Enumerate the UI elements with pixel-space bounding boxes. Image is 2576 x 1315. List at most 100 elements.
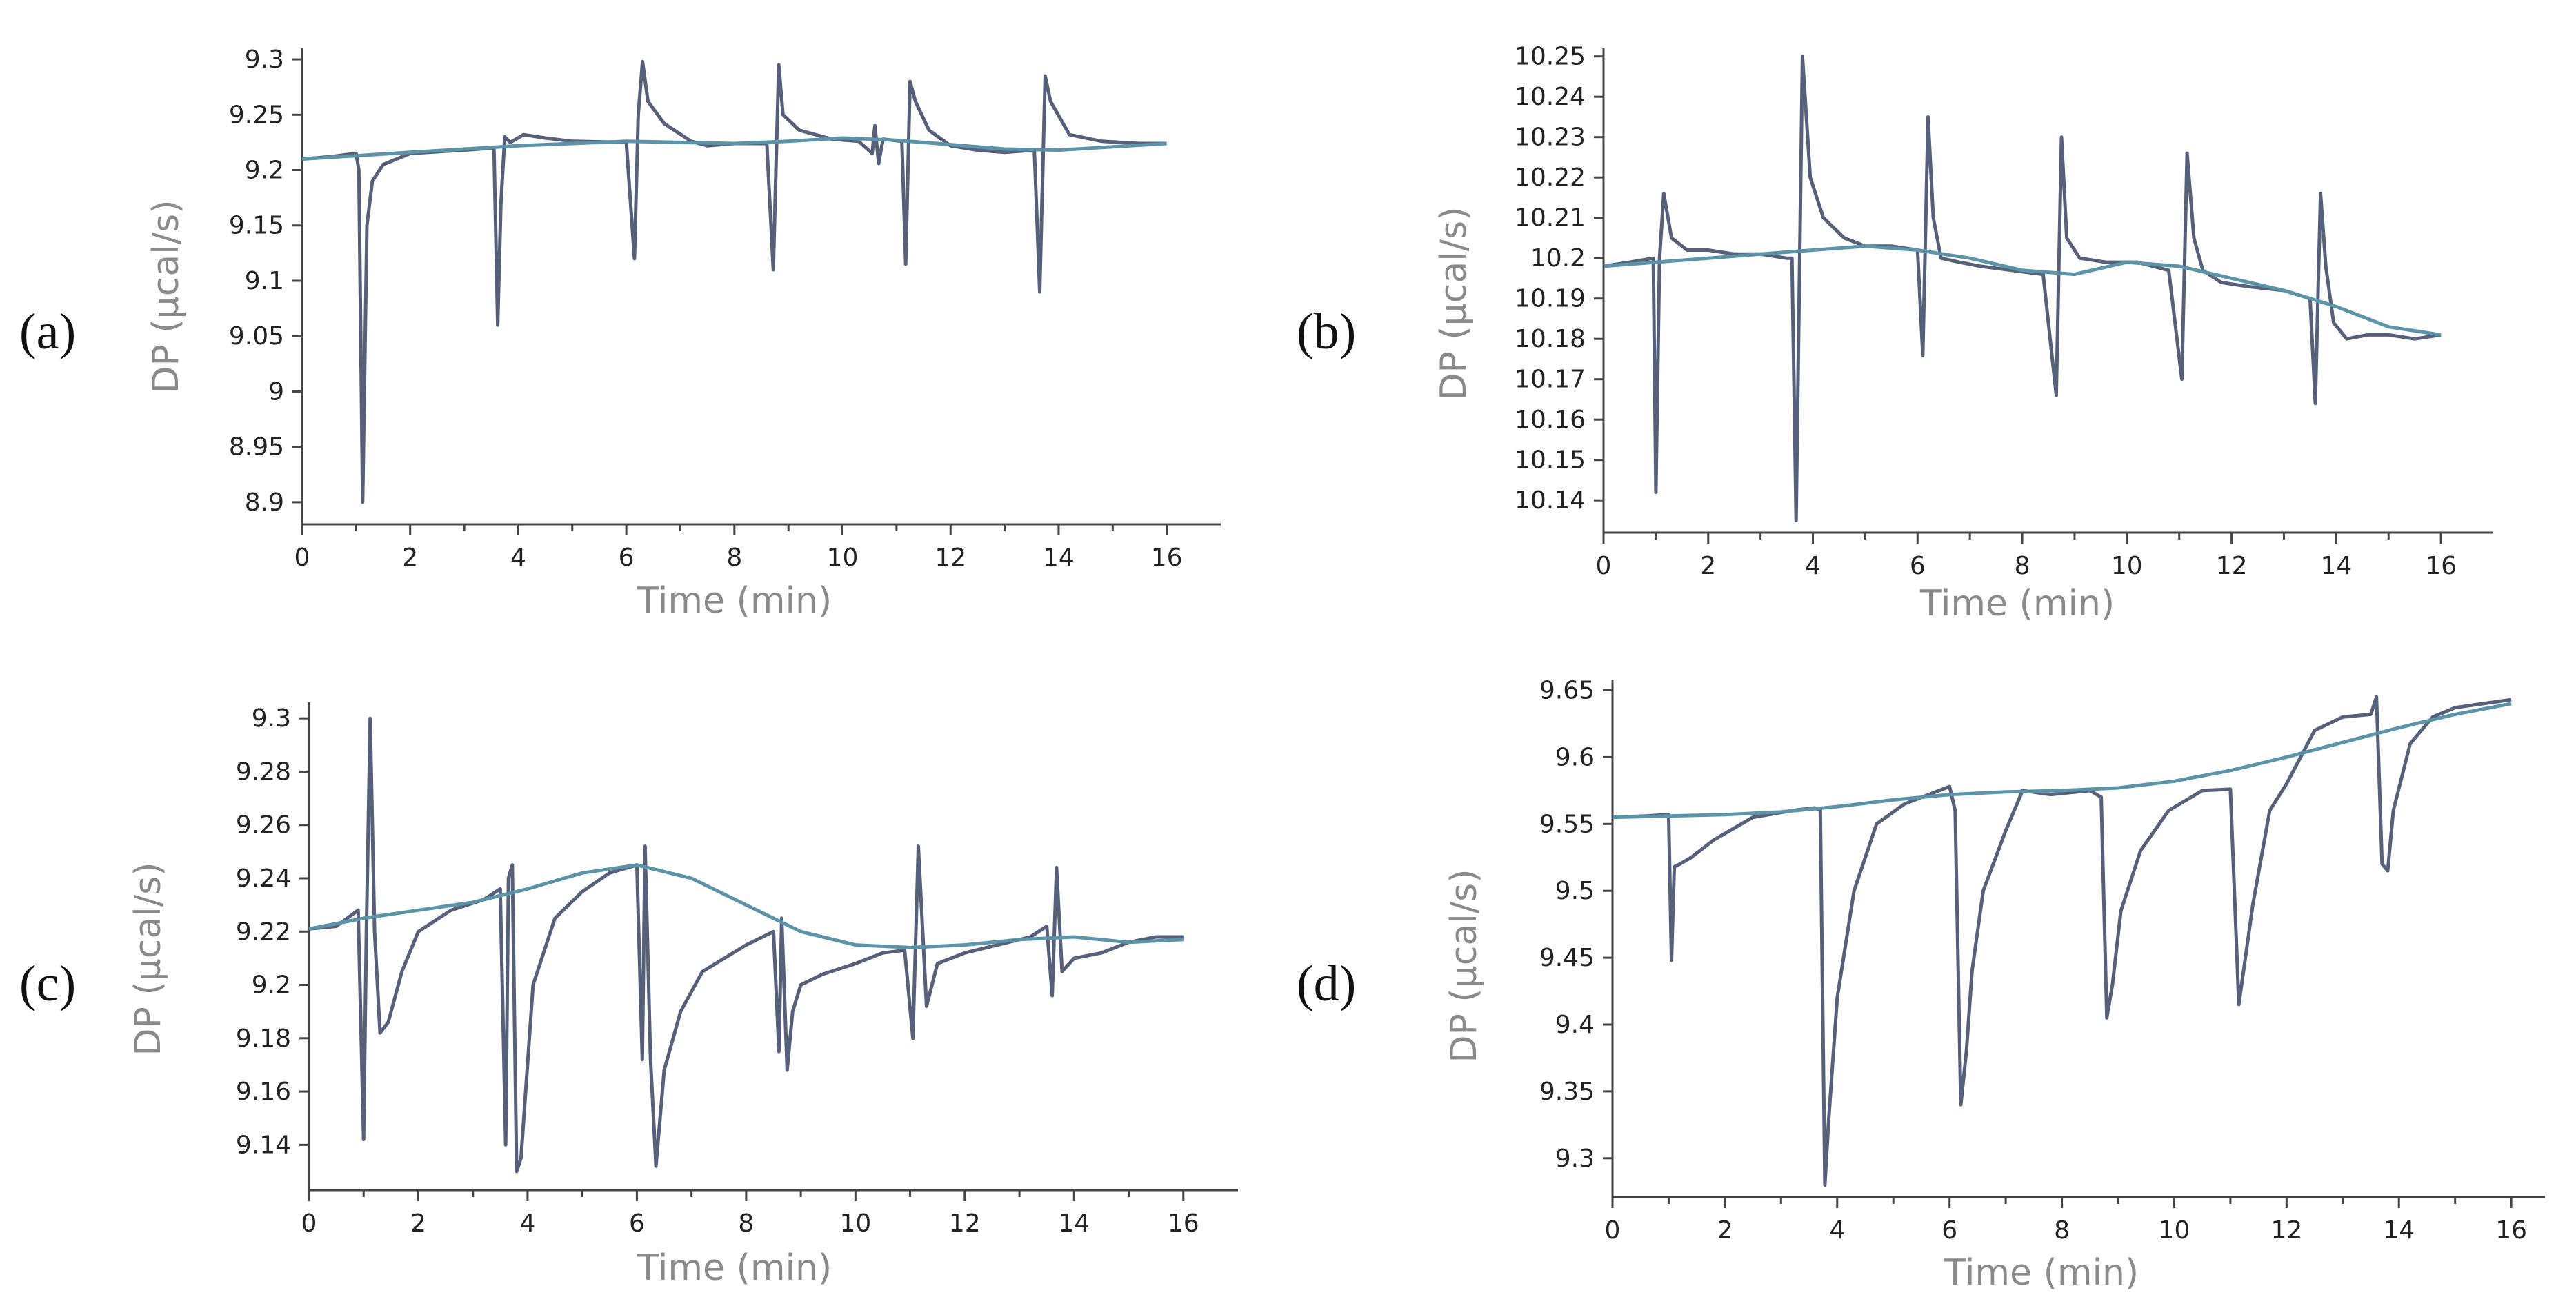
y-tick-label: 10.18: [1515, 325, 1586, 353]
panel-b-label: (b): [1297, 304, 1356, 360]
baseline-line: [1612, 702, 2512, 820]
x-tick-label: 12: [949, 1209, 981, 1238]
y-tick-label: 10.24: [1515, 83, 1586, 111]
y-tick-label: 9.22: [236, 918, 291, 946]
x-tick-label: 2: [1717, 1216, 1733, 1245]
x-tick-label: 16: [2495, 1216, 2527, 1245]
y-tick-label: 10.14: [1515, 486, 1586, 515]
x-tick-label: 6: [1941, 1216, 1957, 1245]
y-tick-label: 9.18: [236, 1025, 291, 1053]
y-tick-label: 10.23: [1515, 123, 1586, 152]
x-tick-label: 4: [519, 1209, 535, 1238]
panel-a-plot: 8.9 8.95 9 9.05 9.1 9.15 9.2 9.25 9.3 0 2 4 6 8 10 12 14…: [229, 46, 1221, 572]
x-tick-label: 16: [1168, 1209, 1199, 1238]
x-tick-label: 8: [2015, 552, 2030, 580]
y-tick-label: 9.3: [1555, 1145, 1595, 1173]
y-tick-label: 9: [268, 377, 284, 406]
baseline-line: [1603, 244, 2442, 337]
x-tick-label: 10: [827, 544, 859, 572]
x-tick-label: 0: [301, 1209, 317, 1238]
y-tick-label: 8.9: [245, 488, 284, 517]
x-tick-label: 6: [1910, 552, 1926, 580]
panel-a: (a) DP (μcal/s) Time (min) 8.9 8.95 9 9.05 9…: [19, 46, 1221, 622]
x-tick-label: 0: [294, 544, 310, 572]
y-tick-label: 10.17: [1515, 366, 1586, 394]
y-tick-label: 9.3: [245, 46, 284, 74]
y-tick-label: 9.45: [1539, 944, 1595, 972]
panel-d: (d) DP (μcal/s) Time (min) 9.3 9.35 9.4 9.4…: [1297, 677, 2545, 1294]
x-tick-label: 10: [2159, 1216, 2190, 1245]
x-tick-label: 4: [510, 544, 526, 572]
y-tick-label: 10.21: [1515, 204, 1586, 233]
x-tick-label: 8: [738, 1209, 754, 1238]
y-tick-label: 9.2: [252, 971, 291, 1000]
y-tick-label: 9.05: [229, 322, 284, 350]
y-tick-label: 9.24: [236, 864, 291, 893]
x-tick-label: 8: [726, 544, 742, 572]
x-tick-label: 10: [2111, 552, 2143, 580]
panel-c: (c) DP (μcal/s) Time (min) 9.149.169.189…: [19, 702, 1238, 1289]
x-tick-label: 0: [1596, 552, 1612, 580]
dp-signal-line: [1603, 55, 2442, 522]
panel-d-label: (d): [1297, 956, 1356, 1012]
y-tick-label: 9.2: [245, 157, 284, 185]
baseline-line: [301, 136, 1167, 161]
x-tick-label: 12: [2270, 1216, 2302, 1245]
y-tick-label: 9.6: [1555, 743, 1595, 771]
x-tick-label: 2: [1700, 552, 1716, 580]
x-tick-label: 16: [1151, 544, 1183, 572]
y-tick-label: 9.55: [1539, 810, 1595, 838]
x-tick-label: 2: [402, 544, 418, 572]
x-tick-label: 6: [629, 1209, 645, 1238]
y-tick-label: 10.16: [1515, 406, 1586, 434]
x-tick-label: 8: [2054, 1216, 2070, 1245]
x-tick-label: 4: [1805, 552, 1821, 580]
y-tick-label: 9.65: [1539, 677, 1595, 705]
y-tick-label: 9.35: [1539, 1078, 1595, 1106]
x-tick-label: 0: [1605, 1216, 1621, 1245]
panel-b-y-axis-title: DP (μcal/s): [1433, 206, 1475, 400]
x-tick-label: 10: [839, 1209, 871, 1238]
x-tick-label: 14: [1043, 544, 1075, 572]
y-tick-label: 9.14: [236, 1131, 291, 1159]
y-tick-label: 9.4: [1555, 1011, 1595, 1039]
y-tick-label: 9.1: [245, 267, 284, 295]
y-tick-label: 10.25: [1515, 43, 1586, 71]
y-tick-label: 9.5: [1555, 877, 1595, 905]
panel-c-label: (c): [19, 956, 76, 1012]
panel-c-x-axis-title: Time (min): [637, 1247, 832, 1289]
baseline-line: [308, 863, 1184, 949]
panel-c-plot: 9.14 9.16 9.18 9.2 9.22 9.24 9.26 9.28 9.3 0 2 4 6 8 1…: [236, 702, 1238, 1238]
panel-a-y-axis-title: DP (μcal/s): [146, 199, 187, 393]
panel-b: (b) DP (μcal/s) Time (min) 10.1410.1510.…: [1297, 43, 2493, 624]
y-tick-label: 9.28: [236, 758, 291, 786]
y-tick-label: 10.19: [1515, 285, 1586, 313]
x-tick-label: 12: [2216, 552, 2248, 580]
panel-a-x-axis-title: Time (min): [637, 580, 832, 622]
x-tick-label: 16: [2425, 552, 2457, 580]
x-tick-label: 14: [2320, 552, 2352, 580]
x-tick-label: 4: [1829, 1216, 1845, 1245]
x-tick-label: 2: [410, 1209, 426, 1238]
panel-d-x-axis-title: Time (min): [1944, 1252, 2139, 1294]
panel-b-plot: 10.14 10.15 10.16 10.17 10.18 10.19 10.2 10.21 1…: [1515, 43, 2493, 580]
y-tick-label: 9.16: [236, 1078, 291, 1106]
y-tick-label: 9.15: [229, 212, 284, 240]
y-tick-label: 8.95: [229, 433, 284, 462]
panel-d-y-axis-title: DP (μcal/s): [1444, 869, 1485, 1062]
x-tick-label: 14: [2383, 1216, 2415, 1245]
y-tick-label: 9.3: [252, 704, 291, 733]
panel-c-y-axis-title: DP (μcal/s): [128, 862, 169, 1056]
y-tick-label: 9.25: [229, 101, 284, 129]
panel-d-plot: 9.3 9.35 9.4 9.45 9.5 9.55 9.6 9.65 0 2 4 6 8 10 12 14 1…: [1539, 677, 2545, 1245]
y-tick-label: 10.22: [1515, 164, 1586, 192]
x-tick-label: 12: [935, 544, 966, 572]
y-tick-label: 10.15: [1515, 446, 1586, 475]
y-tick-label: 10.2: [1530, 244, 1586, 273]
y-tick-label: 9.26: [236, 811, 291, 840]
x-tick-label: 6: [619, 544, 635, 572]
x-tick-label: 14: [1058, 1209, 1090, 1238]
panel-a-label: (a): [19, 304, 76, 360]
